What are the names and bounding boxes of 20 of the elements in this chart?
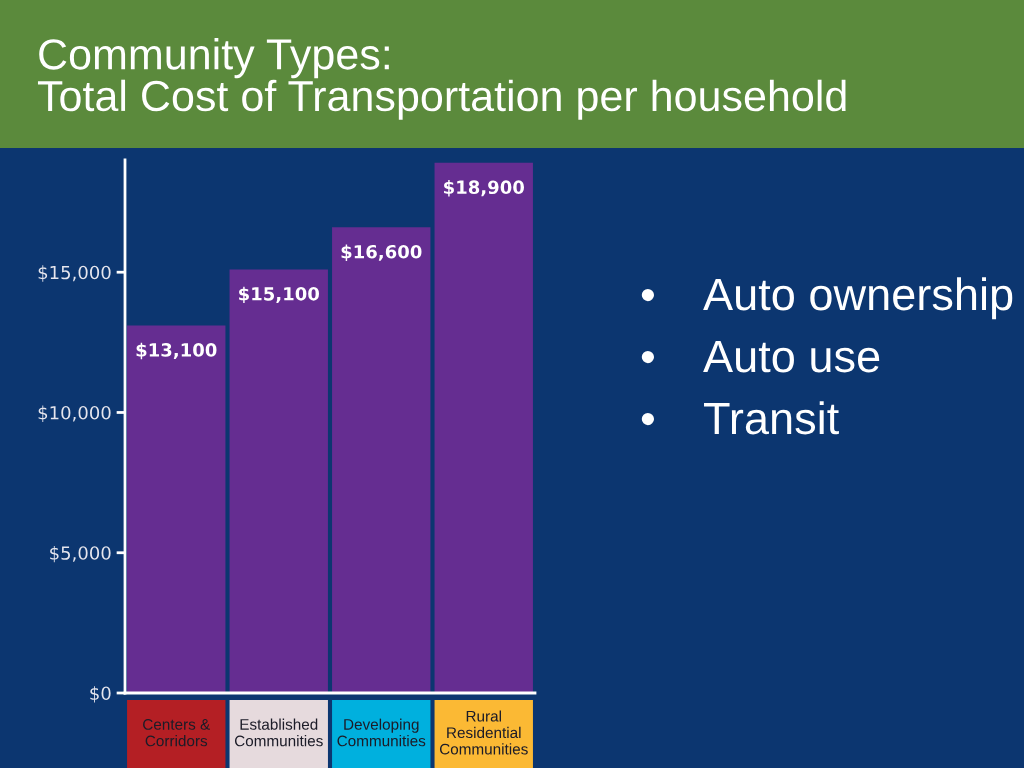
y-tick-label: $15,000 [38,265,111,282]
x-tick-label: Developing Communities [337,718,426,747]
y-tick-label: $10,000 [38,405,111,422]
y-tick-label: $5,000 [50,545,111,563]
x-tick-label: Centers & Corridors [143,719,210,747]
x-tick-label: Rural Residential Communities [439,710,528,755]
y-tick-label: $0 [90,686,111,703]
data-label: $18,900 [444,180,525,197]
text: • Auto ownership [641,277,1013,320]
data-label: $16,600 [341,244,422,261]
chart-title: Community Types: Total Cost of Transportation per household [37,38,846,120]
bar [127,325,226,693]
text: • Transit [641,401,839,435]
data-label: $15,100 [239,286,320,304]
text: • Auto use [641,340,880,373]
data-label: $13,100 [136,342,217,360]
x-tick-label: Established Communities [234,718,323,747]
bar [332,227,431,693]
bar [229,269,328,693]
bar [434,162,533,693]
